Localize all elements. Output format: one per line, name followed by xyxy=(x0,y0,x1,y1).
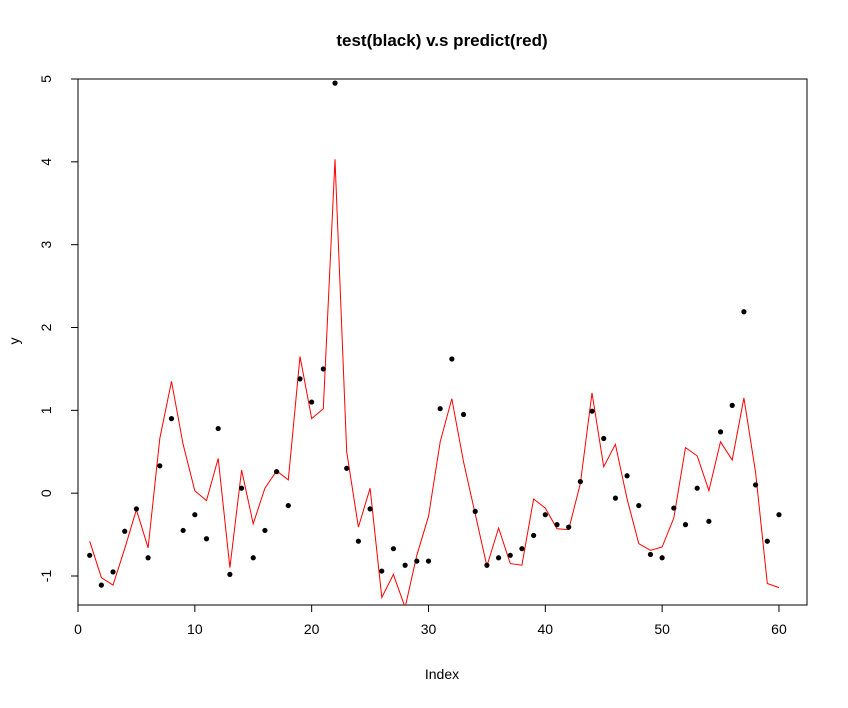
data-point xyxy=(776,512,782,518)
data-point xyxy=(542,512,548,518)
data-point xyxy=(157,463,163,469)
x-tick-label: 20 xyxy=(304,621,320,637)
data-point xyxy=(355,538,361,544)
x-axis-label: Index xyxy=(425,666,459,682)
data-point xyxy=(741,309,747,315)
y-axis-label: y xyxy=(6,338,22,345)
data-point xyxy=(717,429,724,435)
data-point xyxy=(764,538,770,544)
data-point xyxy=(227,571,233,577)
x-tick-label: 50 xyxy=(654,621,670,637)
data-point xyxy=(554,522,560,528)
data-point xyxy=(519,546,525,552)
data-point xyxy=(659,555,665,561)
data-point xyxy=(460,411,467,418)
y-tick-label: 5 xyxy=(38,75,54,83)
data-point xyxy=(274,469,280,475)
x-tick-label: 40 xyxy=(538,621,554,637)
x-tick-label: 30 xyxy=(421,621,437,637)
data-point xyxy=(297,376,303,382)
y-tick-label: -1 xyxy=(38,570,54,583)
predicted-line xyxy=(89,159,780,605)
y-tick-label: 2 xyxy=(38,323,54,331)
x-axis: 0 10 20 30 40 50 60 xyxy=(74,604,787,637)
data-point xyxy=(601,435,607,442)
data-point xyxy=(589,408,595,414)
data-point xyxy=(87,552,93,558)
data-point xyxy=(682,522,689,528)
data-point xyxy=(390,546,397,552)
y-tick-label: 4 xyxy=(38,158,54,166)
data-point xyxy=(437,406,443,412)
data-point xyxy=(309,399,315,405)
data-point xyxy=(122,528,128,534)
data-point xyxy=(379,568,385,574)
data-point xyxy=(636,502,642,509)
data-point xyxy=(145,555,151,561)
data-point xyxy=(624,473,630,479)
data-point xyxy=(402,562,408,568)
data-point xyxy=(133,506,140,512)
data-point xyxy=(238,485,245,491)
x-tick-label: 10 xyxy=(187,621,203,637)
data-point xyxy=(344,465,350,471)
data-point xyxy=(203,536,210,542)
data-point xyxy=(262,527,268,534)
data-point xyxy=(98,582,104,588)
data-point xyxy=(729,402,735,408)
data-point xyxy=(647,551,654,558)
chart-title: test(black) v.s predict(red) xyxy=(336,31,547,50)
plot-marks xyxy=(87,80,782,605)
x-tick-label: 60 xyxy=(771,621,787,637)
data-point xyxy=(320,366,326,372)
data-point xyxy=(250,555,256,561)
y-tick-label: 3 xyxy=(38,241,54,249)
data-point xyxy=(507,552,513,558)
data-point xyxy=(425,558,432,564)
data-point xyxy=(694,485,700,491)
data-point xyxy=(495,555,502,561)
data-point xyxy=(332,80,338,86)
plot-area-box xyxy=(77,78,808,606)
data-point xyxy=(168,416,175,422)
data-point xyxy=(531,532,537,539)
y-tick-label: 1 xyxy=(38,406,54,414)
data-point xyxy=(752,482,759,488)
data-point xyxy=(449,356,455,362)
data-point xyxy=(577,478,583,485)
data-point xyxy=(706,518,712,524)
y-axis: -1 0 1 2 3 4 5 xyxy=(38,75,79,583)
data-point xyxy=(472,508,478,514)
data-point xyxy=(484,562,490,568)
data-point xyxy=(110,569,116,575)
data-point xyxy=(215,425,221,432)
x-tick-label: 0 xyxy=(74,621,82,637)
data-point xyxy=(285,502,291,509)
data-point xyxy=(367,506,373,512)
y-tick-label: 0 xyxy=(38,489,54,497)
data-point xyxy=(192,512,198,518)
data-point xyxy=(566,524,572,530)
data-point xyxy=(180,527,186,534)
data-point xyxy=(671,505,677,511)
data-point xyxy=(414,558,420,564)
data-point xyxy=(612,495,619,501)
